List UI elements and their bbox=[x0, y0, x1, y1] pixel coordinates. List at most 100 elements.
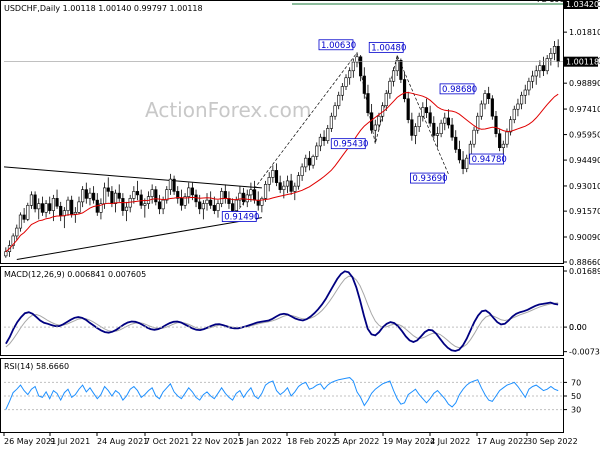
candle-body bbox=[51, 198, 55, 211]
candle-body bbox=[11, 235, 15, 246]
candle-body bbox=[252, 189, 257, 201]
candle-body bbox=[311, 156, 315, 166]
candle-body bbox=[421, 107, 425, 117]
candle-body bbox=[81, 189, 85, 203]
macd-panel-frame bbox=[0, 266, 564, 356]
candle-body bbox=[40, 203, 44, 213]
candle-body bbox=[198, 201, 202, 210]
candle-body bbox=[337, 94, 341, 107]
candle-body bbox=[406, 98, 410, 121]
candle-body bbox=[161, 199, 165, 210]
candle-body bbox=[48, 203, 52, 211]
candle-body bbox=[344, 77, 348, 87]
candle-body bbox=[106, 187, 110, 192]
watermark: ActionForex.com bbox=[145, 98, 311, 122]
candle-body bbox=[424, 107, 429, 114]
candle-body bbox=[457, 149, 461, 161]
candle-body bbox=[44, 203, 48, 213]
candle-body bbox=[99, 203, 103, 213]
candle-body bbox=[516, 103, 520, 110]
rsi-axis: 70 50 30 bbox=[563, 378, 581, 415]
candle-body bbox=[157, 201, 162, 210]
candle-body bbox=[439, 122, 443, 134]
annotation-label: 0.95430 bbox=[333, 140, 368, 150]
candle-body bbox=[59, 205, 63, 217]
date-tick-label: 17 Aug 2022 bbox=[477, 437, 528, 446]
candle-body bbox=[552, 46, 557, 54]
candle-body bbox=[450, 124, 454, 138]
candle-body bbox=[289, 180, 293, 192]
fe-level-label: FE 100.0 bbox=[537, 0, 572, 4]
price-tick-label: 1.01810 bbox=[569, 28, 600, 37]
candle-body bbox=[377, 115, 381, 126]
candle-body bbox=[33, 194, 37, 210]
candle-body bbox=[443, 117, 447, 124]
candle-body bbox=[487, 93, 491, 100]
candle-body bbox=[476, 115, 480, 131]
dashed-wave-path bbox=[235, 51, 449, 213]
candle-body bbox=[399, 59, 403, 80]
candle-body bbox=[428, 112, 432, 124]
candle-body bbox=[274, 170, 279, 183]
candle-body bbox=[220, 191, 224, 204]
candle-body bbox=[333, 105, 337, 117]
candle-body bbox=[187, 187, 191, 197]
macd-line bbox=[5, 270, 559, 352]
candle-body bbox=[117, 192, 121, 199]
triangle-lower-line bbox=[16, 217, 262, 261]
candle-body bbox=[4, 251, 8, 257]
date-tick-label: 19 May 2022 bbox=[383, 437, 435, 446]
candle-body bbox=[348, 70, 352, 79]
fe-price-marker bbox=[564, 0, 598, 9]
candle-body bbox=[256, 199, 260, 206]
candle-body bbox=[139, 194, 143, 206]
current-price-marker bbox=[564, 56, 598, 67]
candle-body bbox=[271, 170, 275, 178]
date-tick-label: 18 Feb 2022 bbox=[287, 437, 337, 446]
candle-body bbox=[340, 86, 344, 96]
date-tick-label: 7 Oct 2021 bbox=[145, 437, 189, 446]
candle-body bbox=[242, 192, 246, 203]
price-tick-label: 0.91570 bbox=[569, 207, 600, 216]
candle-body bbox=[245, 194, 249, 203]
triangle-upper-line bbox=[3, 166, 262, 189]
candle-body bbox=[329, 115, 333, 129]
annotation-label: 0.91490 bbox=[224, 213, 259, 223]
candle-body bbox=[238, 192, 242, 201]
macd-signal-line bbox=[5, 275, 559, 349]
candle-body bbox=[388, 80, 392, 94]
candle-body bbox=[534, 70, 538, 77]
price-tick-label: 0.98890 bbox=[569, 79, 600, 88]
candle-body bbox=[417, 115, 421, 128]
candle-body bbox=[150, 189, 154, 197]
candle-body bbox=[55, 198, 59, 207]
moving-average-polyline bbox=[5, 91, 559, 253]
candle-body bbox=[435, 133, 440, 136]
candle-body bbox=[351, 61, 355, 72]
rsi-series bbox=[4, 377, 563, 411]
candle-body bbox=[183, 196, 187, 206]
candle-body bbox=[201, 203, 205, 210]
candle-body bbox=[37, 203, 41, 210]
candle-body bbox=[209, 199, 213, 206]
date-tick-label: 26 May 2021 bbox=[4, 437, 56, 446]
date-tick-label: 5 Jan 2022 bbox=[239, 437, 282, 446]
candle-body bbox=[300, 166, 304, 176]
date-tick-label: 4 Jul 2022 bbox=[430, 437, 470, 446]
candle-body bbox=[263, 184, 268, 199]
candle-body bbox=[212, 205, 216, 211]
candle-body bbox=[88, 192, 92, 199]
candle-body bbox=[22, 214, 26, 220]
candle-body bbox=[498, 133, 502, 148]
annotation-box bbox=[318, 39, 354, 51]
candle-body bbox=[326, 128, 330, 141]
annotation-label: 0.94780 bbox=[472, 155, 507, 165]
macd-current-label: 0.0 bbox=[569, 323, 582, 332]
candle-body bbox=[73, 212, 77, 215]
candle-body bbox=[512, 108, 516, 121]
candle-body bbox=[472, 129, 476, 145]
candle-body bbox=[66, 199, 70, 211]
candle-body bbox=[355, 56, 359, 63]
candle-body bbox=[322, 136, 326, 141]
current-price-label: 1.00118 bbox=[566, 58, 599, 67]
